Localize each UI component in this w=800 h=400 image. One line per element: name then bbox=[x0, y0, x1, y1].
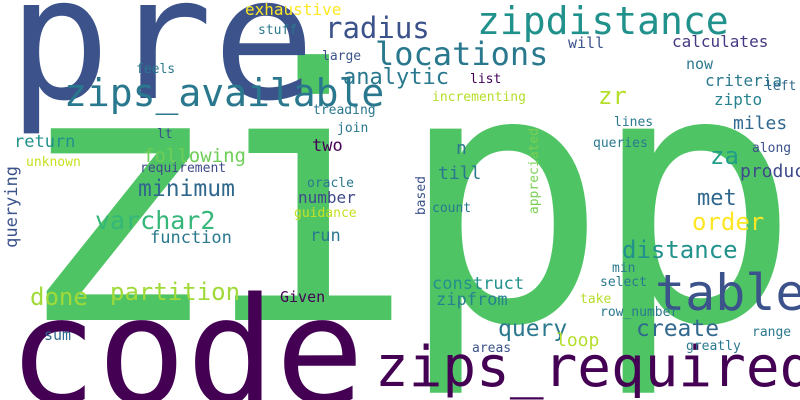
word-locations: locations bbox=[375, 35, 549, 73]
word-varchar2: varchar2 bbox=[95, 206, 216, 235]
word-produce: produce bbox=[740, 161, 800, 182]
word-zips-required: zips_required bbox=[375, 335, 800, 400]
word-lt: lt bbox=[157, 127, 173, 142]
word-till: till bbox=[438, 163, 482, 184]
word-lines: lines bbox=[614, 115, 654, 130]
word-requirement: requirement bbox=[140, 161, 227, 176]
word-zipto: zipto bbox=[714, 90, 763, 109]
word-row-number: row_number bbox=[600, 305, 679, 320]
word-feels: feels bbox=[136, 62, 176, 77]
word-table: table bbox=[655, 264, 800, 322]
word-based: based bbox=[414, 176, 429, 216]
word-zipdistance: zipdistance bbox=[477, 0, 729, 43]
word-done: done bbox=[30, 283, 88, 311]
word-criteria: criteria bbox=[705, 71, 783, 90]
word-loop: loop bbox=[556, 330, 600, 351]
word-join: join bbox=[337, 121, 369, 136]
word-now: now bbox=[686, 55, 714, 73]
word-code: code bbox=[8, 266, 365, 400]
word-partition: partition bbox=[110, 278, 241, 306]
word-order: order bbox=[692, 208, 765, 236]
word-greatly: greatly bbox=[686, 339, 741, 354]
word-met: met bbox=[697, 186, 737, 211]
word-miles: miles bbox=[733, 113, 788, 134]
word-take: take bbox=[580, 292, 612, 307]
word-select: select bbox=[600, 275, 647, 290]
word-distance: distance bbox=[622, 236, 738, 264]
word-za: za bbox=[710, 142, 739, 170]
word-querying: querying bbox=[2, 166, 22, 248]
word-query: query bbox=[498, 316, 568, 342]
word-along: along bbox=[752, 141, 792, 156]
word-run: run bbox=[310, 226, 341, 246]
word-zr: zr bbox=[598, 82, 627, 110]
word-two: two bbox=[312, 136, 343, 156]
word-large: large bbox=[322, 49, 362, 64]
word-stuff: stuff bbox=[258, 23, 298, 38]
word-pre: pre bbox=[8, 0, 316, 139]
word-count: count bbox=[432, 201, 472, 216]
word-following: following bbox=[143, 145, 246, 167]
word-radius: radius bbox=[325, 11, 430, 45]
word-create: create bbox=[636, 316, 720, 342]
word-incrementing: incrementing bbox=[432, 90, 526, 105]
word-treading: treading bbox=[313, 103, 376, 118]
word-min: min bbox=[612, 261, 636, 276]
word-n: n bbox=[456, 138, 467, 159]
word-appreciated: appreciated bbox=[527, 128, 542, 215]
word-analytic: analytic bbox=[343, 65, 449, 90]
word-construct: construct bbox=[432, 274, 525, 294]
word-zips-available: zips_available bbox=[64, 71, 385, 115]
word-given: Given bbox=[280, 288, 326, 306]
word-function: function bbox=[150, 228, 232, 248]
word-number: number bbox=[298, 188, 356, 207]
word-exhaustive: exhaustive bbox=[245, 0, 342, 19]
word-calculates: calculates bbox=[672, 32, 769, 51]
word-areas: areas bbox=[472, 341, 512, 356]
word-oracle: oracle bbox=[307, 176, 354, 191]
word-minimum: minimum bbox=[138, 176, 235, 202]
word-return: return bbox=[14, 132, 76, 152]
word-sum: sum bbox=[44, 326, 72, 344]
word-queries: queries bbox=[593, 136, 648, 151]
word-list: list bbox=[470, 72, 502, 87]
word-range: range bbox=[752, 325, 792, 340]
word-left: left bbox=[765, 79, 797, 94]
word-will: will bbox=[568, 34, 605, 52]
word-unknown: unknown bbox=[26, 155, 81, 170]
word-zipfrom: zipfrom bbox=[436, 290, 508, 310]
word-guidance: guidance bbox=[294, 206, 357, 221]
word-zipp: zipp bbox=[12, 0, 800, 400]
